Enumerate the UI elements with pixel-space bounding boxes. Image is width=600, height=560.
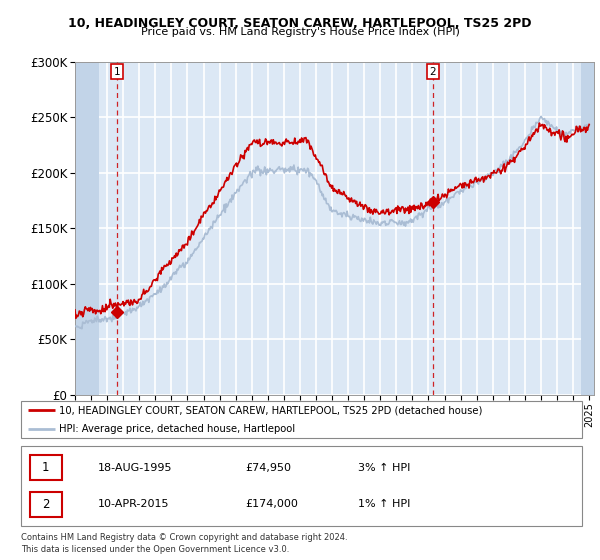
FancyBboxPatch shape	[21, 402, 582, 437]
Text: 10-APR-2015: 10-APR-2015	[97, 500, 169, 509]
Text: 2: 2	[430, 67, 436, 77]
Text: 18-AUG-1995: 18-AUG-1995	[97, 463, 172, 473]
Bar	[581, 62, 597, 395]
Text: £74,950: £74,950	[245, 463, 291, 473]
Text: Contains HM Land Registry data © Crown copyright and database right 2024.
This d: Contains HM Land Registry data © Crown c…	[21, 533, 347, 554]
Text: 2: 2	[42, 498, 50, 511]
FancyBboxPatch shape	[31, 492, 62, 517]
Text: Price paid vs. HM Land Registry's House Price Index (HPI): Price paid vs. HM Land Registry's House …	[140, 27, 460, 37]
Text: 1: 1	[114, 67, 121, 77]
FancyBboxPatch shape	[31, 455, 62, 480]
Text: 1% ↑ HPI: 1% ↑ HPI	[358, 500, 410, 509]
Text: 3% ↑ HPI: 3% ↑ HPI	[358, 463, 410, 473]
Text: 10, HEADINGLEY COURT, SEATON CAREW, HARTLEPOOL, TS25 2PD: 10, HEADINGLEY COURT, SEATON CAREW, HART…	[68, 17, 532, 30]
FancyBboxPatch shape	[21, 446, 582, 526]
Text: £174,000: £174,000	[245, 500, 298, 509]
Text: 1: 1	[42, 461, 50, 474]
Bar	[75, 62, 99, 395]
Text: 10, HEADINGLEY COURT, SEATON CAREW, HARTLEPOOL, TS25 2PD (detached house): 10, HEADINGLEY COURT, SEATON CAREW, HART…	[59, 405, 483, 415]
Text: HPI: Average price, detached house, Hartlepool: HPI: Average price, detached house, Hart…	[59, 424, 296, 433]
